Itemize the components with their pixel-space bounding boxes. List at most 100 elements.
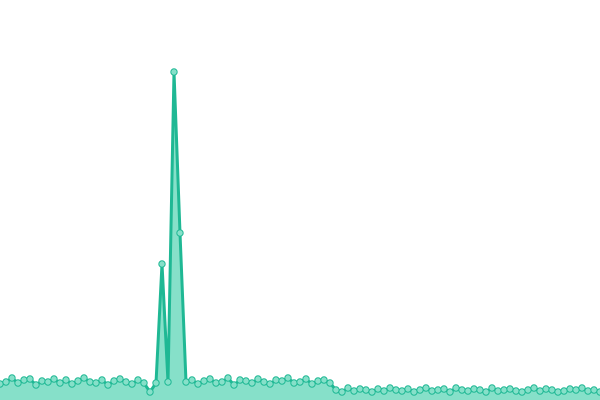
point (218, 378, 226, 386)
point (26, 375, 34, 383)
point (368, 388, 376, 396)
point (470, 385, 478, 393)
point (260, 378, 268, 386)
point (56, 379, 64, 387)
point (512, 387, 520, 395)
point (176, 229, 184, 237)
point (92, 379, 100, 387)
point (506, 385, 514, 393)
point (296, 378, 304, 386)
point (266, 380, 274, 388)
point (320, 376, 328, 384)
point (572, 386, 580, 394)
point (440, 385, 448, 393)
point (146, 388, 154, 396)
point (410, 388, 418, 396)
point (560, 387, 568, 395)
point (356, 385, 364, 393)
point (74, 377, 82, 385)
point (446, 388, 454, 396)
point (524, 386, 532, 394)
point (182, 378, 190, 386)
point (338, 388, 346, 396)
point (344, 384, 352, 392)
point (158, 260, 166, 268)
point (374, 385, 382, 393)
point (476, 386, 484, 394)
point (212, 379, 220, 387)
point (206, 375, 214, 383)
point (584, 387, 592, 395)
point (422, 384, 430, 392)
point (122, 378, 130, 386)
point (188, 376, 196, 384)
point (326, 379, 334, 387)
point (8, 374, 16, 382)
point (380, 387, 388, 395)
point (554, 388, 562, 396)
point (392, 386, 400, 394)
point (518, 388, 526, 396)
point (530, 384, 538, 392)
point (308, 380, 316, 388)
point (590, 386, 598, 394)
point (104, 381, 112, 389)
point (128, 380, 136, 388)
point (434, 386, 442, 394)
point (332, 386, 340, 394)
point (494, 387, 502, 395)
point (110, 377, 118, 385)
point (500, 386, 508, 394)
point (200, 377, 208, 385)
point (578, 384, 586, 392)
point (134, 376, 142, 384)
point (164, 378, 172, 386)
point (14, 379, 22, 387)
point (566, 385, 574, 393)
area-line (0, 70, 600, 394)
point (464, 387, 472, 395)
point (170, 68, 178, 76)
point (302, 375, 310, 383)
point (2, 378, 10, 386)
point (116, 375, 124, 383)
point (542, 385, 550, 393)
point (536, 387, 544, 395)
point (32, 381, 40, 389)
point (314, 377, 322, 385)
point (140, 379, 148, 387)
point (62, 376, 70, 384)
point (272, 376, 280, 384)
point (488, 384, 496, 392)
point (20, 376, 28, 384)
point (428, 387, 436, 395)
point (248, 379, 256, 387)
point (398, 387, 406, 395)
point (242, 377, 250, 385)
point (44, 378, 52, 386)
point (482, 388, 490, 396)
point (452, 384, 460, 392)
point (254, 375, 262, 383)
point (362, 386, 370, 394)
point (290, 379, 298, 387)
point (278, 377, 286, 385)
point (284, 374, 292, 382)
point (152, 379, 160, 387)
point (50, 375, 58, 383)
area-fill (0, 72, 600, 400)
point (86, 378, 94, 386)
point (230, 381, 238, 389)
point (98, 376, 106, 384)
point (386, 384, 394, 392)
point (80, 374, 88, 382)
point (350, 387, 358, 395)
point (416, 386, 424, 394)
point (38, 377, 46, 385)
point (548, 386, 556, 394)
point (458, 386, 466, 394)
point (236, 376, 244, 384)
point (404, 385, 412, 393)
